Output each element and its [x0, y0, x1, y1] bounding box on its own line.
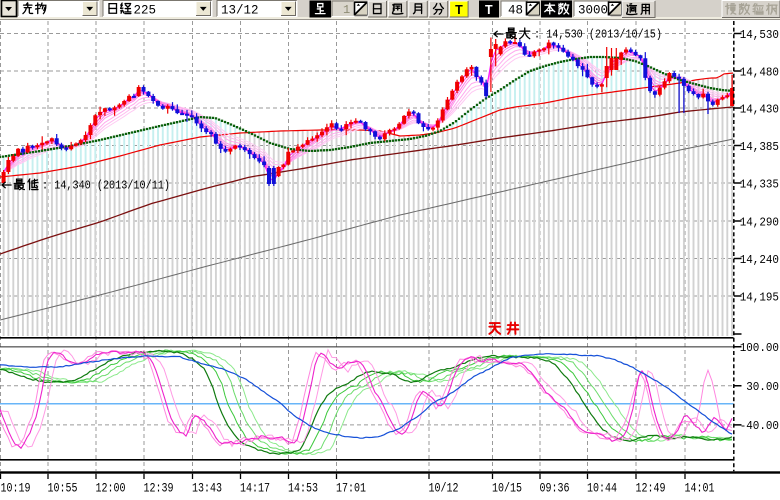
- svg-text:10:55: 10:55: [48, 482, 78, 496]
- svg-text:14:53: 14:53: [288, 482, 318, 496]
- svg-text:T: T: [485, 3, 493, 17]
- svg-text:T: T: [455, 3, 463, 17]
- svg-text:: 14,340 (2013/10/11): : 14,340 (2013/10/11): [42, 179, 170, 193]
- svg-text:-40.00: -40.00: [740, 419, 779, 433]
- svg-text:09:36: 09:36: [540, 482, 570, 496]
- svg-text:14,430: 14,430: [740, 102, 779, 116]
- svg-text:14,530: 14,530: [740, 28, 779, 42]
- svg-text:12:39: 12:39: [144, 482, 174, 496]
- svg-text:12:00: 12:00: [96, 482, 126, 496]
- svg-text:13:43: 13:43: [192, 482, 222, 496]
- svg-text:10:44: 10:44: [587, 482, 617, 496]
- svg-text:10/12: 10/12: [429, 482, 459, 496]
- svg-text:14:17: 14:17: [240, 482, 270, 496]
- svg-text:100.00: 100.00: [740, 341, 779, 355]
- svg-text:14,480: 14,480: [740, 65, 779, 79]
- svg-text:10/15: 10/15: [492, 482, 522, 496]
- svg-text:14,385: 14,385: [740, 140, 779, 154]
- svg-text:14,195: 14,195: [740, 290, 779, 304]
- svg-text:14:01: 14:01: [685, 482, 715, 496]
- svg-text:1: 1: [343, 3, 350, 17]
- svg-text:17:01: 17:01: [336, 482, 366, 496]
- svg-text:14,290: 14,290: [740, 215, 779, 229]
- svg-text:12:49: 12:49: [636, 482, 666, 496]
- svg-text:14,335: 14,335: [740, 177, 779, 191]
- svg-text:10:19: 10:19: [1, 482, 31, 496]
- svg-text:48: 48: [508, 3, 523, 17]
- svg-text:30.00: 30.00: [746, 380, 779, 394]
- svg-text:225: 225: [134, 3, 157, 17]
- svg-text:14,240: 14,240: [740, 253, 779, 267]
- svg-text:: 14,530 (2013/10/15): : 14,530 (2013/10/15): [534, 28, 662, 42]
- svg-text:3000: 3000: [578, 3, 608, 17]
- svg-text:13/12: 13/12: [221, 3, 259, 17]
